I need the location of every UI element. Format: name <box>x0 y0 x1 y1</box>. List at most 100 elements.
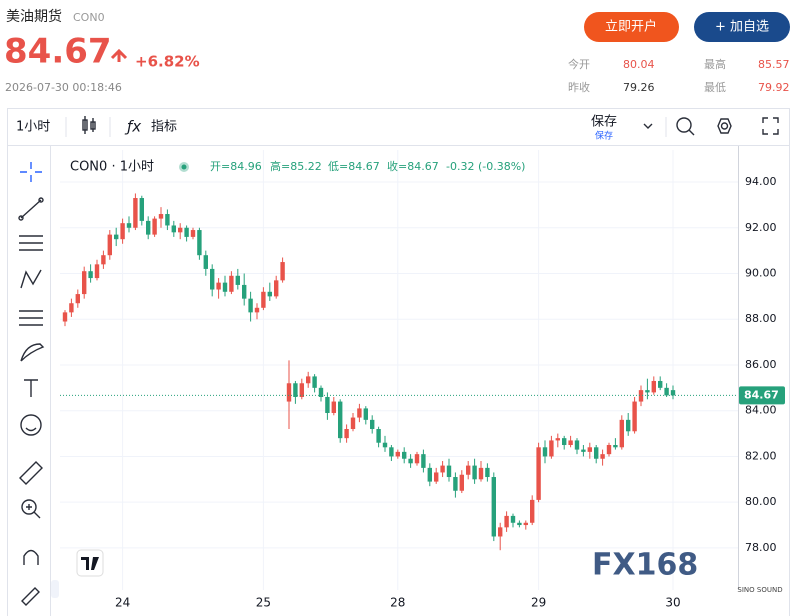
candle-body <box>427 467 432 482</box>
stat-label: 最高 <box>704 57 726 71</box>
candle-body <box>306 376 311 384</box>
candle-body <box>370 419 375 430</box>
candle-body <box>600 454 605 459</box>
candle-body <box>165 214 170 226</box>
candle-body <box>645 390 650 393</box>
candle-body <box>331 401 336 413</box>
candle-body <box>395 451 400 457</box>
candle-body <box>504 515 509 528</box>
candle-body <box>536 447 541 500</box>
timestamp: 2026-07-30 00:18:46 <box>5 81 122 94</box>
candle-body <box>453 477 458 491</box>
candle-body <box>613 445 618 448</box>
status-dot <box>181 164 187 170</box>
candle-body <box>555 438 560 441</box>
candle-body <box>357 408 362 418</box>
candle-body <box>210 268 215 290</box>
candle-body <box>606 445 612 455</box>
candle-type-icon[interactable] <box>82 116 96 134</box>
candle-body <box>562 438 567 446</box>
candle-body <box>626 419 631 432</box>
candle-body <box>498 527 503 537</box>
candle-body <box>171 225 176 233</box>
candle-body <box>216 282 221 290</box>
candle-body <box>408 458 413 464</box>
candle-body <box>75 294 80 304</box>
add-watch-label[interactable]: + 加自选 <box>715 20 769 35</box>
candle-body <box>478 467 484 480</box>
code: CON0 <box>73 11 105 24</box>
candle-body <box>389 447 394 457</box>
candle-body <box>344 429 349 439</box>
stat-value: 85.57 <box>758 58 790 71</box>
candle-body <box>619 419 624 448</box>
alert-icon[interactable] <box>676 117 695 136</box>
candle-body <box>446 465 452 478</box>
candle-body <box>261 291 266 308</box>
candle-body <box>510 515 516 523</box>
y-tick-label: 82.00 <box>745 449 777 462</box>
candle-body <box>658 380 663 388</box>
drawing-tools[interactable] <box>18 162 45 606</box>
candle-body <box>222 282 228 292</box>
interval[interactable]: 1小时 <box>16 120 50 135</box>
y-tick-label: 86.00 <box>745 358 777 371</box>
x-tick-label: 28 <box>390 596 405 610</box>
candle-body <box>414 454 420 464</box>
candle-body <box>280 262 285 281</box>
candle-body <box>114 234 119 240</box>
candle-body <box>466 465 471 475</box>
candle-body <box>62 312 68 322</box>
candle-body <box>178 227 183 233</box>
candle-body <box>94 264 100 279</box>
stat-value: 79.26 <box>623 81 655 94</box>
candle-body <box>581 449 586 452</box>
fullscreen-icon[interactable] <box>762 117 779 135</box>
open-account-label[interactable]: 立即开户 <box>605 19 657 35</box>
candle-body <box>146 220 151 235</box>
fx-icon[interactable]: ƒx <box>124 118 141 136</box>
candle-body <box>235 275 240 285</box>
candle-body <box>107 234 112 256</box>
sidebar-toggle[interactable] <box>51 580 59 598</box>
open-account-button[interactable] <box>584 12 679 42</box>
candle-body <box>664 387 669 396</box>
x-tick-label: 24 <box>115 596 130 610</box>
candle-body <box>203 255 208 269</box>
candle-body <box>254 307 260 313</box>
title: 美油期货 <box>6 8 62 25</box>
candle-body <box>299 383 304 397</box>
save-menu[interactable] <box>643 123 653 129</box>
last-price-box <box>739 386 785 405</box>
candle-body <box>434 472 439 482</box>
legend-open: 开=84.96 <box>210 160 262 173</box>
stat-label: 最低 <box>704 81 726 94</box>
candle-body <box>274 280 279 297</box>
settings-icon[interactable] <box>717 118 732 134</box>
stat-label: 昨收 <box>568 80 590 94</box>
candle-body <box>126 223 132 228</box>
candle-body <box>158 214 164 219</box>
y-tick-label: 92.00 <box>745 221 777 234</box>
add-watch-button[interactable] <box>694 12 790 42</box>
save[interactable]: 保存 <box>591 115 617 130</box>
candle-body <box>491 477 496 537</box>
y-tick-label: 88.00 <box>745 312 777 325</box>
candle-body <box>594 447 599 459</box>
candle-body <box>82 271 87 295</box>
candle-body <box>197 230 202 256</box>
y-tick-label: 94.00 <box>745 175 777 188</box>
candle-body <box>523 522 528 526</box>
candle-body <box>587 447 592 452</box>
candle-body <box>267 291 272 297</box>
legend-close: 收=84.67 <box>387 159 439 173</box>
indicators[interactable]: 指标 <box>151 120 177 135</box>
legend-symbol: CON0 · 1小时 <box>70 160 154 175</box>
legend-high: 高=85.22 <box>270 159 322 173</box>
save-sub: 保存 <box>595 130 613 142</box>
candle-body <box>459 474 464 491</box>
partner-logo: SINO SOUND <box>737 586 782 594</box>
candle-body <box>440 465 445 473</box>
stat-label: 今开 <box>568 57 590 71</box>
candle-body <box>184 227 189 237</box>
